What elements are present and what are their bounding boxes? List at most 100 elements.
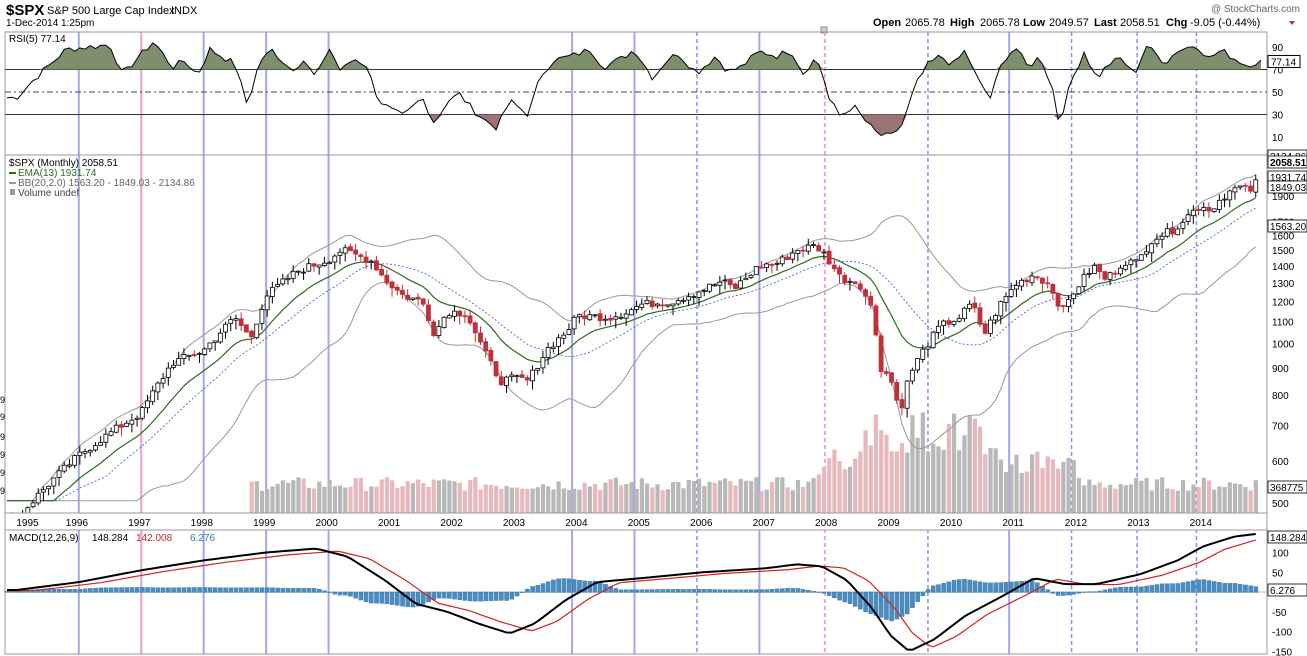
macd-histogram-bar (140, 587, 145, 593)
candle-body (483, 341, 489, 352)
candle-body (306, 263, 312, 272)
candle-body (935, 325, 941, 333)
candle-body (540, 357, 546, 369)
candle-body (134, 417, 140, 420)
candle-body (1175, 228, 1181, 236)
volume-bar (613, 477, 618, 513)
macd-histogram-bar (1196, 579, 1201, 593)
candle-body (1086, 272, 1092, 275)
macd-histogram-bar (598, 582, 603, 593)
volume-bar (603, 482, 608, 513)
volume-bar (660, 490, 665, 513)
volume-bar (983, 453, 988, 513)
macd-histogram-bar (681, 589, 686, 593)
candle-body (1237, 185, 1243, 188)
volume-bar (1253, 480, 1258, 513)
macd-histogram-bar (1009, 581, 1014, 593)
candle-body (1024, 279, 1030, 283)
candle-body (431, 321, 437, 337)
candle-body (1050, 284, 1056, 294)
macd-histogram-bar (1139, 586, 1144, 593)
last-value: 2058.51 (1120, 17, 1160, 29)
macd-histogram-bar (77, 588, 83, 593)
macd-histogram-bar (1107, 588, 1113, 593)
candle-body (145, 400, 150, 409)
candle-body (660, 304, 665, 307)
volume-bar (931, 443, 936, 513)
candle-body (878, 335, 884, 372)
volume-bar (749, 481, 754, 513)
macd-histogram-bar (1118, 586, 1123, 593)
volume-bar (306, 487, 311, 513)
volume-bars (249, 412, 1258, 513)
candle-body (77, 451, 83, 456)
macd-histogram-bar (1144, 585, 1149, 593)
macd-histogram-bar (1201, 579, 1207, 593)
volume-bar (743, 480, 749, 513)
macd-histogram-bar (1045, 589, 1050, 593)
volume-bar (592, 483, 598, 513)
volume-bar (1066, 457, 1071, 513)
macd-histogram-bar (769, 589, 775, 593)
volume-bar (280, 480, 285, 513)
macd-histogram-bar (1071, 591, 1076, 595)
volume-bar (525, 488, 530, 513)
volume-bar (681, 488, 686, 513)
candle-body (571, 316, 577, 330)
macd-histogram-bar (421, 591, 426, 605)
volume-bar (1061, 461, 1066, 513)
candle-body (613, 316, 619, 320)
macd-tick-label: -50 (1272, 608, 1287, 619)
macd-histogram-bar (504, 591, 509, 601)
volume-bar (837, 461, 842, 513)
macd-histogram-bar (129, 587, 135, 593)
candle-body (1097, 263, 1103, 273)
candle-body (628, 309, 634, 316)
volume-bar (707, 481, 712, 513)
price-tick-fragment: 9 (0, 468, 5, 478)
candle-body (1045, 282, 1051, 285)
candle-body (30, 502, 36, 508)
macd-histogram-bar (493, 591, 499, 601)
macd-histogram-bar (951, 580, 957, 593)
volume-bar (962, 435, 967, 513)
candle-body (285, 278, 291, 281)
volume-bar (1217, 486, 1222, 513)
macd-histogram-bar (478, 591, 483, 602)
candle-body (171, 364, 176, 368)
legend-price: $SPX (Monthly) 2058.51 (9, 158, 118, 169)
macd-histogram-bar (155, 587, 161, 593)
volume-bar (416, 479, 421, 513)
volume-bar (598, 489, 603, 513)
candle-body (264, 295, 270, 311)
macd-histogram-bar (56, 589, 62, 593)
price-tick-fragment: 9 (0, 432, 5, 442)
volume-bar (1040, 467, 1045, 513)
macd-histogram-bar (280, 587, 286, 593)
chg-label: Chg (1166, 17, 1187, 29)
macd-histogram-bar (1066, 591, 1071, 596)
macd-histogram-bar (176, 587, 182, 593)
volume-bar (691, 481, 697, 513)
candle-body (113, 424, 119, 433)
candle-body (748, 274, 754, 278)
candle-body (857, 283, 863, 290)
macd-tick-label: -100 (1272, 628, 1292, 639)
high-value: 2065.78 (980, 17, 1020, 29)
chart-date: 1-Dec-2014 1:25pm (6, 18, 94, 29)
candle-body (1019, 279, 1025, 287)
macd-histogram-bar (1206, 580, 1212, 593)
macd-histogram-bar (488, 591, 494, 601)
volume-bar (738, 478, 743, 513)
candle-body (644, 299, 650, 304)
candle-body (233, 318, 239, 321)
macd-histogram-bar (983, 582, 988, 593)
macd-histogram-bar (1175, 583, 1181, 593)
macd-histogram-bar (785, 588, 790, 593)
macd-histogram-bar (998, 582, 1004, 593)
x-tick-label: 2007 (753, 518, 776, 529)
volume-bar (369, 486, 374, 513)
candle-body (51, 477, 57, 487)
macd-histogram-bar (1237, 583, 1243, 593)
candle-body (478, 332, 483, 343)
